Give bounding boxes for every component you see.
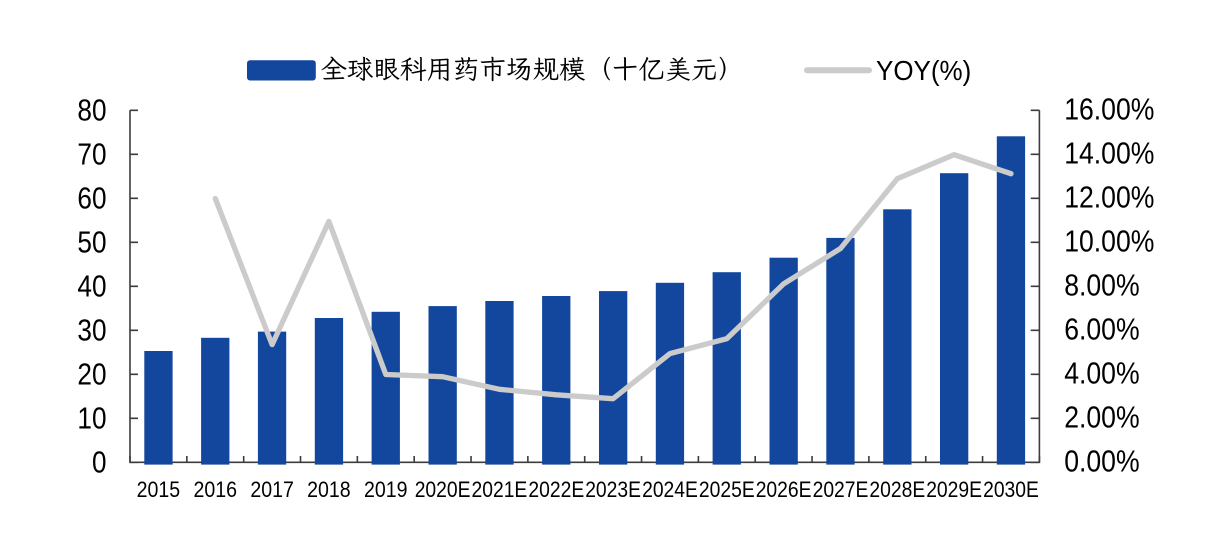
- svg-text:60: 60: [77, 180, 106, 215]
- svg-text:12.00%: 12.00%: [1064, 180, 1154, 215]
- svg-text:0.00%: 0.00%: [1064, 444, 1139, 479]
- svg-text:50: 50: [77, 224, 106, 259]
- svg-text:2029E: 2029E: [926, 477, 982, 502]
- svg-text:40: 40: [77, 268, 106, 303]
- svg-text:2023E: 2023E: [585, 477, 641, 502]
- svg-text:16.00%: 16.00%: [1064, 92, 1154, 127]
- svg-text:10.00%: 10.00%: [1064, 224, 1154, 259]
- svg-text:2020E: 2020E: [415, 477, 471, 502]
- svg-text:10: 10: [77, 400, 106, 435]
- svg-text:80: 80: [77, 92, 106, 127]
- svg-text:2024E: 2024E: [642, 477, 698, 502]
- svg-text:2030E: 2030E: [983, 477, 1039, 502]
- svg-text:14.00%: 14.00%: [1064, 136, 1154, 171]
- svg-text:8.00%: 8.00%: [1064, 268, 1139, 303]
- svg-text:70: 70: [77, 136, 106, 171]
- svg-text:0: 0: [92, 444, 107, 479]
- svg-text:2022E: 2022E: [528, 477, 584, 502]
- svg-text:2026E: 2026E: [756, 477, 812, 502]
- svg-text:2021E: 2021E: [472, 477, 528, 502]
- svg-text:6.00%: 6.00%: [1064, 312, 1139, 347]
- svg-text:4.00%: 4.00%: [1064, 356, 1139, 391]
- svg-text:2017: 2017: [250, 477, 294, 502]
- svg-text:YOY(%): YOY(%): [876, 55, 971, 86]
- svg-text:30: 30: [77, 312, 106, 347]
- svg-text:2027E: 2027E: [813, 477, 869, 502]
- svg-text:2028E: 2028E: [869, 477, 925, 502]
- svg-text:2025E: 2025E: [699, 477, 755, 502]
- svg-text:2.00%: 2.00%: [1064, 400, 1139, 435]
- svg-text:2019: 2019: [364, 477, 408, 502]
- svg-text:20: 20: [77, 356, 106, 391]
- svg-text:2015: 2015: [137, 477, 181, 502]
- svg-text:2018: 2018: [307, 477, 351, 502]
- svg-text:2016: 2016: [194, 477, 238, 502]
